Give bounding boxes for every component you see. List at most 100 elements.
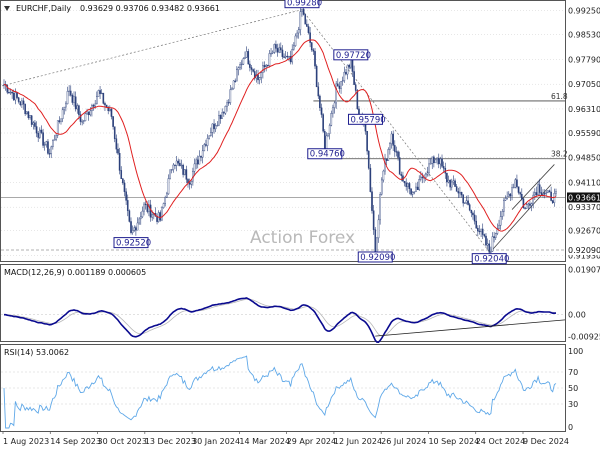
fib-level-label: 61.8: [551, 92, 568, 101]
candle-body: [118, 153, 121, 171]
candle-body: [398, 157, 401, 175]
candle-body: [304, 14, 307, 25]
candle-body: [130, 221, 132, 233]
candle-body: [21, 100, 23, 106]
candle-body: [183, 169, 186, 175]
candle-body: [421, 176, 424, 179]
candle-body: [102, 92, 105, 104]
candle-body: [330, 113, 333, 126]
candle-body: [249, 63, 251, 68]
candle-body: [527, 203, 530, 205]
candle-body: [79, 114, 82, 122]
candle-body: [315, 65, 318, 88]
candle-body: [323, 131, 326, 151]
candle-body: [167, 178, 170, 195]
candle-body: [467, 200, 469, 205]
macd-main-line: [4, 297, 557, 344]
candle-body: [521, 194, 523, 199]
candle-body: [468, 204, 471, 211]
candle-body: [504, 198, 507, 201]
candle-body: [76, 105, 79, 110]
candle-body: [169, 169, 171, 179]
candle-body: [429, 163, 432, 165]
candle-body: [436, 157, 438, 161]
candle-body: [478, 230, 481, 233]
candle-body: [393, 145, 396, 152]
candle-body: [286, 55, 289, 58]
candle-body: [110, 108, 113, 117]
candle-body: [143, 203, 145, 212]
price-callout-label: 0.95790: [350, 115, 385, 125]
candle-body: [449, 179, 451, 188]
candle-body: [162, 203, 165, 208]
candle-body: [380, 179, 383, 195]
candle-body: [327, 133, 329, 137]
candle-body: [60, 118, 62, 122]
candle-body: [338, 85, 341, 89]
candle-body: [234, 80, 237, 82]
candle-body: [307, 26, 310, 33]
candle-body: [117, 148, 119, 154]
candle-body: [284, 55, 287, 58]
candle-body: [332, 107, 334, 114]
candle-body: [177, 160, 180, 164]
x-axis-tick-label: 26 Jul 2024: [381, 437, 426, 446]
candle-body: [271, 51, 274, 54]
candle-body: [112, 116, 114, 127]
candle-body: [454, 180, 456, 187]
candle-body: [309, 32, 311, 43]
chart-ohlc-values: 0.93629 0.93706 0.93482 0.93661: [80, 4, 220, 13]
candle-body: [312, 49, 315, 52]
candle-body: [122, 178, 124, 184]
candle-body: [82, 120, 85, 122]
candle-body: [250, 67, 253, 70]
candle-body: [462, 194, 464, 204]
candle-body: [538, 184, 541, 193]
candle-body: [374, 229, 377, 253]
candle-body: [205, 144, 207, 146]
candle-body: [242, 58, 245, 65]
price-axis-tick-label: 0.94850: [568, 154, 600, 163]
candle-body: [115, 138, 118, 150]
candle-body: [413, 191, 416, 193]
candle-body: [262, 65, 264, 73]
candle-body: [524, 207, 526, 209]
candle-body: [175, 160, 178, 166]
candle-body: [337, 83, 339, 87]
candle-body: [535, 192, 538, 196]
candle-body: [343, 71, 346, 81]
candle-body: [428, 163, 430, 174]
candle-body: [200, 155, 202, 158]
candle-body: [219, 114, 222, 119]
candle-body: [372, 210, 375, 230]
candles: [3, 3, 557, 258]
candle-body: [12, 92, 15, 101]
candle-body: [144, 203, 147, 206]
candle-body: [506, 196, 508, 199]
candle-body: [501, 211, 504, 217]
candle-body: [170, 169, 173, 171]
candle-body: [151, 214, 153, 218]
candle-body: [16, 92, 18, 98]
price-callouts: 0.99280 0.97720 0.95790 0.94760 0.92520 0.920…: [113, 0, 509, 265]
candle-body: [195, 159, 197, 165]
candle-body: [296, 32, 298, 37]
candle-body: [9, 91, 12, 94]
candle-body: [263, 65, 266, 68]
candle-body: [310, 42, 313, 51]
rsi-title: RSI(14) 53.0062: [4, 348, 69, 357]
candle-body: [125, 191, 127, 201]
candle-body: [493, 236, 495, 238]
price-callout-label: 0.92090: [360, 253, 395, 263]
price-callout-box: [284, 0, 320, 9]
candle-body: [486, 243, 489, 246]
rsi-axis-tick-label: 30: [568, 400, 578, 409]
channel-upper-line: [511, 164, 555, 210]
candle-body: [294, 35, 297, 47]
dashed-trend-line: [1, 9, 303, 87]
candle-body: [485, 235, 487, 246]
candle-body: [24, 103, 26, 115]
candle-body: [302, 8, 305, 15]
candle-body: [273, 44, 276, 53]
